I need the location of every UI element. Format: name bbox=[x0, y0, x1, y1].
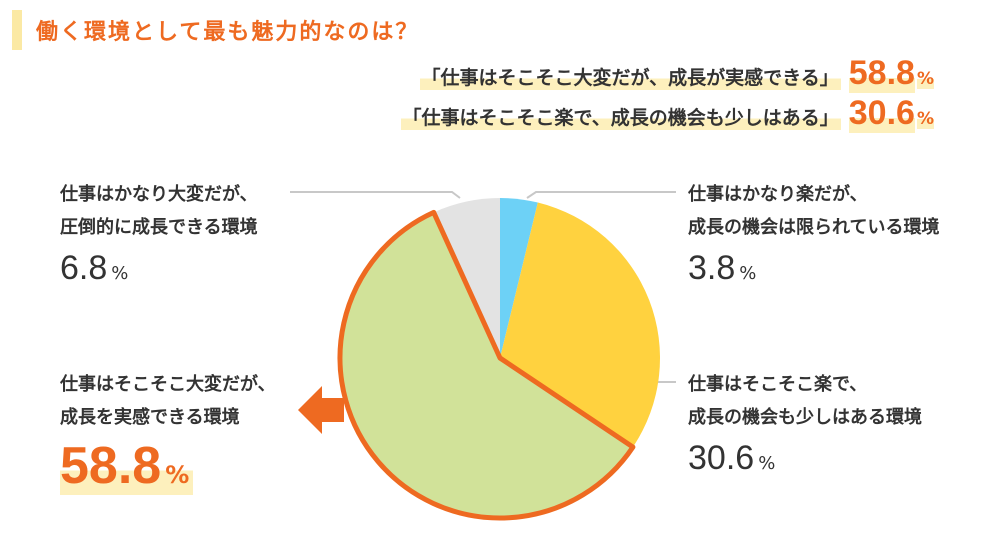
leader-line-gray bbox=[290, 191, 461, 199]
slice-label-yellow: 仕事はそこそこ楽で、 成長の機会も少しはある環境 30.6% bbox=[688, 368, 922, 484]
slice-label-line: 仕事はそこそこ楽で、 bbox=[688, 374, 868, 395]
summary-quote: 「仕事はそこそこ大変だが、成長が実感できる」 bbox=[419, 63, 841, 90]
slice-label-line: 仕事はそこそこ大変だが、 bbox=[60, 374, 276, 395]
slice-label-line: 仕事はかなり大変だが、 bbox=[60, 184, 258, 205]
slice-value: 6.8% bbox=[60, 248, 258, 294]
slice-value: 3.8% bbox=[688, 248, 939, 294]
slice-value-number: 58.8 bbox=[60, 437, 162, 495]
pie-slice-green bbox=[340, 212, 633, 518]
summary-unit: % bbox=[916, 69, 934, 89]
page-title: 働く環境として最も魅力的なのは？ bbox=[36, 20, 420, 45]
highlight-arrow-icon bbox=[298, 386, 344, 434]
leader-line-blue bbox=[526, 191, 676, 199]
slice-label-line: 成長を実感できる環境 bbox=[60, 407, 240, 428]
summary-value: 30.6 bbox=[848, 94, 915, 133]
summary-value: 58.8 bbox=[848, 54, 915, 93]
slice-value-unit: % bbox=[739, 263, 757, 284]
slice-value-number: 30.6 bbox=[688, 439, 755, 477]
summary-unit: % bbox=[916, 109, 934, 129]
slice-label-line: 圧倒的に成長できる環境 bbox=[60, 217, 258, 238]
slice-value-unit: % bbox=[111, 263, 129, 284]
slice-value-unit: % bbox=[758, 453, 776, 474]
slice-label-green: 仕事はそこそこ大変だが、 成長を実感できる環境 58.8% bbox=[60, 368, 276, 503]
summary-quote: 「仕事はそこそこ楽で、成長の機会も少しはある」 bbox=[400, 103, 841, 130]
slice-value-unit: % bbox=[165, 461, 190, 489]
summary-line-1: 「仕事はそこそこ大変だが、成長が実感できる」 58.8 % bbox=[419, 54, 934, 93]
slice-label-blue: 仕事はかなり楽だが、 成長の機会は限られている環境 3.8% bbox=[688, 178, 939, 294]
slice-value-number: 3.8 bbox=[688, 249, 736, 287]
slice-value-number: 6.8 bbox=[60, 249, 108, 287]
summary-line-2: 「仕事はそこそこ楽で、成長の機会も少しはある」 30.6 % bbox=[400, 94, 934, 133]
slice-value: 30.6% bbox=[688, 438, 922, 484]
slice-label-line: 仕事はかなり楽だが、 bbox=[688, 184, 868, 205]
highlight-slice-outline bbox=[337, 209, 636, 521]
slice-label-gray: 仕事はかなり大変だが、 圧倒的に成長できる環境 6.8% bbox=[60, 178, 258, 294]
pie-slice-yellow bbox=[500, 202, 661, 448]
title-accent-bar bbox=[12, 10, 22, 50]
slice-label-line: 成長の機会は限られている環境 bbox=[688, 217, 940, 238]
slice-value: 58.8% bbox=[60, 437, 276, 503]
pie-slice-blue bbox=[500, 198, 538, 358]
slice-label-line: 成長の機会も少しはある環境 bbox=[688, 407, 922, 428]
